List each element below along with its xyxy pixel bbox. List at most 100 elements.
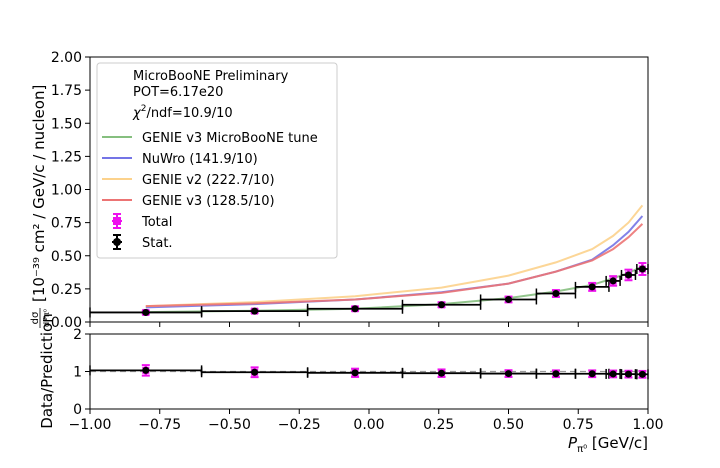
series-line-3: [145, 223, 644, 308]
legend-data-marker-1: [112, 234, 122, 250]
ratio-marker: [552, 370, 560, 378]
data-marker: [351, 305, 359, 313]
data-marker: [251, 307, 259, 315]
ratio-marker: [142, 366, 150, 374]
legend: MicroBooNE Preliminary POT=6.17e20 χ2/nd…: [96, 62, 338, 259]
main-y-ticks: 0.00 0.25 0.50 0.75 1.00 1.25 1.50 1.75 2.00: [51, 50, 90, 331]
legend-label-2: GENIE v2 (222.7/10): [142, 173, 275, 188]
data-point-2: [306, 303, 404, 314]
main-y-tick-label: 2.00: [51, 50, 82, 66]
main-y-tick-label: 1.25: [51, 149, 82, 165]
series-line-2: [145, 204, 644, 308]
ratio-x-tick-label: 0.25: [423, 417, 454, 433]
legend-data-square: [113, 217, 121, 225]
legend-data-entries: Total Stat.: [112, 213, 173, 251]
ratio-marker: [638, 370, 646, 378]
data-point-5: [535, 288, 577, 299]
ratio-point-8: [620, 369, 637, 380]
legend-label-1: NuWro (141.9/10): [142, 152, 258, 167]
main-y-tick-label: 1.50: [51, 116, 82, 132]
ratio-point-6: [574, 368, 610, 379]
ratio-y-ticks: 0 1 2: [73, 327, 90, 418]
ratio-marker: [588, 370, 596, 378]
legend-box: [96, 62, 338, 259]
data-point-9: [636, 262, 649, 276]
data-marker: [588, 283, 596, 291]
ratio-point-2: [306, 367, 404, 378]
data-marker: [638, 265, 646, 273]
main-x-ticks: [89, 322, 649, 327]
ratio-x-ticks: −1.00 −0.75 −0.50 −0.25 0.00 0.25 0.50 0.75 1.00: [69, 409, 664, 433]
main-panel: 0.00 0.25 0.50 0.75 1.00 1.25 1.50 1.75 2.00 dσ …: [30, 50, 649, 331]
legend-chi2: χ2/ndf=10.9/10: [132, 104, 233, 121]
x-label-subscript: π⁰: [577, 444, 587, 455]
legend-data-marker-0: [112, 213, 122, 229]
ratio-y-tick-label: 1: [73, 365, 82, 381]
ratio-point-4: [479, 368, 538, 379]
legend-data-circle: [113, 238, 121, 246]
ratio-point-1: [200, 366, 309, 379]
legend-header-line-2: POT=6.17e20: [133, 85, 223, 100]
data-point-8: [620, 268, 637, 282]
x-axis-label: Pπ⁰ [GeV/c]: [568, 434, 648, 455]
data-point-6: [574, 281, 610, 292]
ratio-panel: 0 1 2 −1.00 −0.75 −0.50 −0.25 0.00 0.25 0.50 0.75…: [38, 313, 664, 455]
y-label-frac-den: dPπ⁰: [42, 309, 51, 327]
ratio-point-7: [605, 368, 621, 379]
chi2-superscript: 2: [141, 104, 147, 114]
ratio-point-3: [401, 368, 482, 379]
ratio-marker: [624, 370, 632, 378]
ratio-x-tick-label: −0.50: [208, 417, 251, 433]
data-point-0: [89, 307, 203, 318]
legend-data-label-0: Total: [141, 215, 172, 230]
data-points: [89, 262, 649, 318]
data-marker: [609, 277, 617, 285]
data-marker: [438, 301, 446, 309]
ratio-x-tick-label: 0.75: [563, 417, 594, 433]
ratio-point-0: [89, 364, 203, 377]
main-y-tick-label: 1.00: [51, 183, 82, 199]
legend-series-entries: GENIE v3 MicroBooNE tune NuWro (141.9/10)…: [102, 131, 318, 209]
ratio-marker: [251, 368, 259, 376]
main-y-tick-label: 0.75: [51, 216, 82, 232]
data-marker: [624, 271, 632, 279]
data-point-4: [479, 294, 538, 305]
chi2-ndf: /ndf=10.9/10: [146, 106, 232, 121]
ratio-point-9: [636, 369, 649, 380]
legend-data-label-1: Stat.: [142, 236, 173, 251]
data-marker: [142, 308, 150, 316]
ratio-y-tick-label: 2: [73, 327, 82, 343]
ratio-marker: [438, 369, 446, 377]
data-point-3: [401, 299, 482, 310]
legend-header-line-1: MicroBooNE Preliminary: [133, 69, 289, 84]
data-point-1: [200, 306, 309, 317]
main-y-label: dσ dPπ⁰ [10⁻³⁹ cm² / GeV/c / nucleon]: [30, 85, 51, 328]
ratio-x-tick-label: 1.00: [632, 417, 663, 433]
main-y-tick-label: 0.25: [51, 282, 82, 298]
x-label-units: [GeV/c]: [587, 434, 648, 452]
main-y-tick-label: 0.50: [51, 249, 82, 265]
ratio-marker: [351, 369, 359, 377]
chi2-symbol: χ: [132, 106, 142, 121]
data-marker: [505, 295, 512, 303]
ratio-y-tick-label: 0: [73, 402, 82, 418]
legend-label-0: GENIE v3 MicroBooNE tune: [142, 131, 318, 146]
ratio-x-tick-label: 0.50: [493, 417, 524, 433]
y-label-frac-num: dσ: [30, 311, 41, 324]
ratio-marker: [505, 370, 512, 378]
ratio-marker: [609, 370, 617, 378]
ratio-x-tick-label: 0.00: [353, 417, 384, 433]
ratio-points: [89, 364, 649, 380]
legend-label-3: GENIE v3 (128.5/10): [142, 194, 275, 209]
ratio-x-tick-label: −1.00: [69, 417, 112, 433]
data-marker: [552, 290, 560, 298]
main-y-tick-label: 1.75: [51, 83, 82, 99]
ratio-y-label: Data/Prediction: [38, 313, 56, 428]
data-point-7: [605, 275, 621, 287]
ratio-point-5: [535, 368, 577, 379]
ratio-x-tick-label: −0.25: [278, 417, 321, 433]
x-label-symbol: P: [568, 434, 578, 452]
main-y-tick-label: 0.00: [51, 315, 82, 331]
y-label-units: [10⁻³⁹ cm² / GeV/c / nucleon]: [30, 85, 48, 302]
